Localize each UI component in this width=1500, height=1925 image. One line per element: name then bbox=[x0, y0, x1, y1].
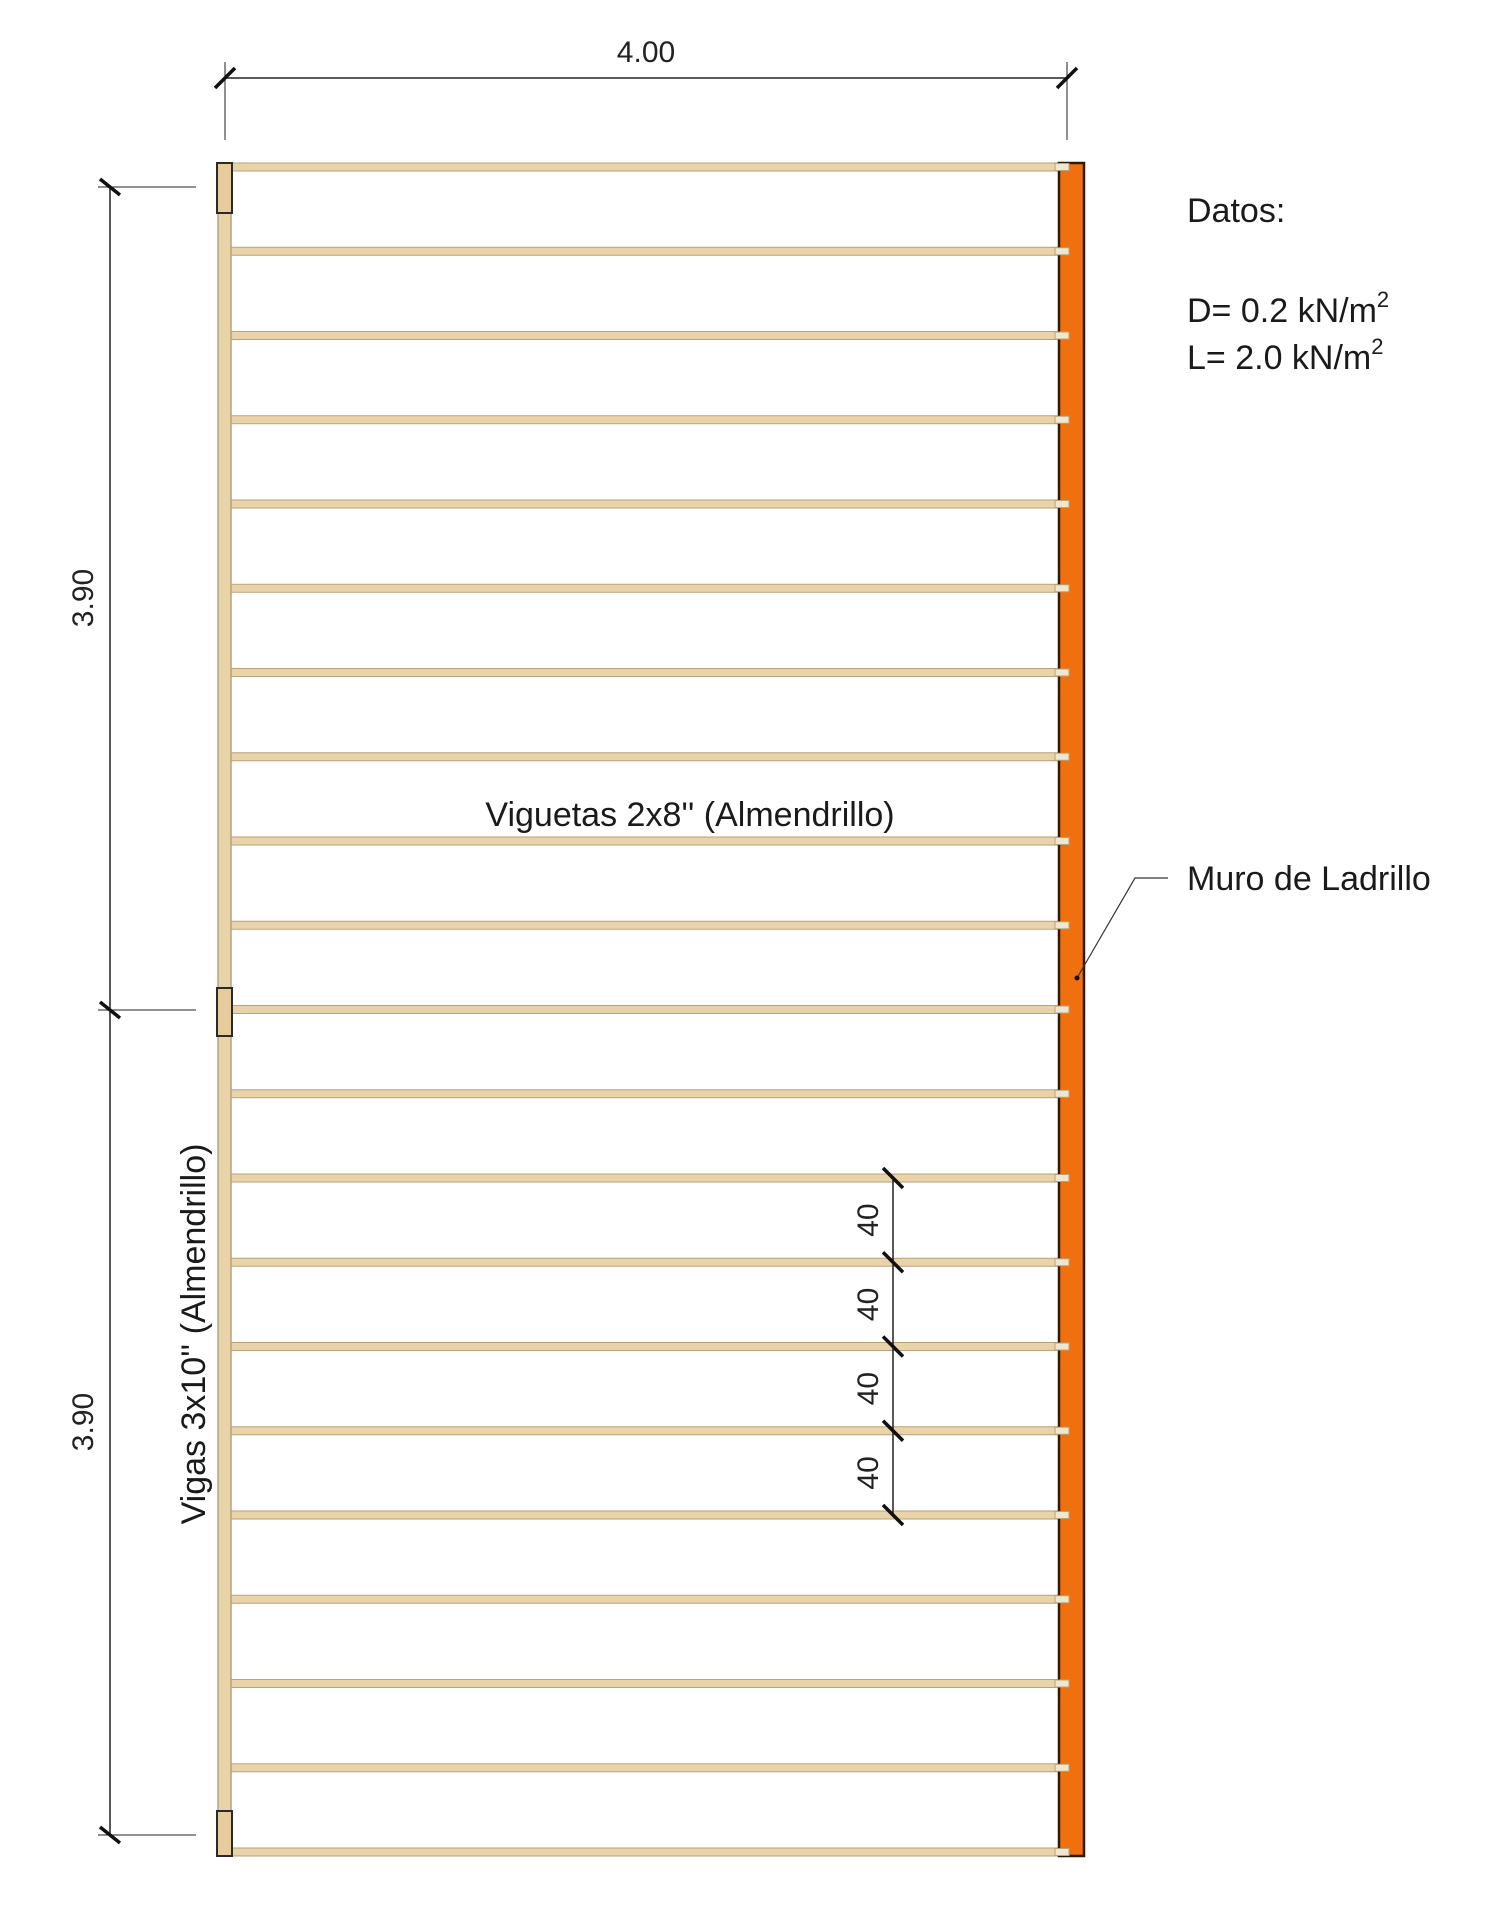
support-middle bbox=[216, 987, 233, 1037]
joist-end bbox=[1054, 1679, 1070, 1688]
joist-end bbox=[1054, 1511, 1070, 1519]
spacing-label: 40 bbox=[852, 1372, 885, 1405]
width-dimension-label: 4.00 bbox=[617, 36, 675, 69]
spacing-tick bbox=[881, 1166, 905, 1190]
joist bbox=[224, 1173, 1064, 1183]
wall-label: Muro de Ladrillo bbox=[1187, 860, 1431, 898]
spacing-label: 40 bbox=[852, 1288, 885, 1321]
joist bbox=[224, 1089, 1064, 1099]
spacing-tick bbox=[881, 1419, 905, 1442]
beams-label: Vigas 3x10'' (Almendrillo) bbox=[175, 1144, 213, 1525]
joist-end bbox=[1054, 163, 1070, 171]
spacing-label: 40 bbox=[852, 1203, 885, 1236]
joist-end bbox=[1054, 584, 1070, 593]
spacing-dimensions: 40 40 40 40 bbox=[852, 1166, 905, 1527]
joist bbox=[224, 1510, 1064, 1520]
joist-end bbox=[1054, 331, 1070, 340]
joist-end bbox=[1054, 1342, 1070, 1351]
joist-end bbox=[1054, 1005, 1070, 1014]
joist bbox=[224, 583, 1064, 593]
joist-end bbox=[1054, 752, 1070, 761]
joist bbox=[224, 1679, 1064, 1688]
joist-end bbox=[1054, 500, 1070, 508]
dead-load-text: D= 0.2 kN/m bbox=[1187, 292, 1377, 330]
span-dimensions: 3.90 3.90 bbox=[67, 177, 196, 1845]
joist-end bbox=[1054, 247, 1070, 256]
support-bottom bbox=[216, 1810, 233, 1857]
joist bbox=[224, 1763, 1064, 1773]
joist-end bbox=[1054, 415, 1070, 424]
live-load: L= 2.0 kN/m2 bbox=[1187, 334, 1384, 377]
supports bbox=[216, 162, 233, 1857]
joist bbox=[224, 1005, 1064, 1014]
live-load-exponent: 2 bbox=[1371, 334, 1383, 359]
joist-end bbox=[1054, 837, 1070, 845]
joists-label: Viguetas 2x8'' (Almendrillo) bbox=[485, 796, 894, 834]
support-top bbox=[216, 162, 233, 214]
joist bbox=[224, 920, 1064, 930]
datos-block: Datos: D= 0.2 kN/m2 L= 2.0 kN/m2 bbox=[1187, 192, 1389, 377]
joists bbox=[224, 162, 1064, 1857]
datos-title: Datos: bbox=[1187, 192, 1285, 230]
joist-end bbox=[1054, 921, 1070, 930]
joist-end bbox=[1054, 1174, 1070, 1182]
joist-end bbox=[1054, 1258, 1070, 1267]
wall-callout: Muro de Ladrillo bbox=[1074, 860, 1431, 981]
joist-end bbox=[1054, 668, 1070, 677]
joist bbox=[224, 162, 1064, 172]
joist-ends bbox=[1054, 163, 1070, 1856]
joist bbox=[224, 752, 1064, 762]
width-dimension: 4.00 bbox=[213, 36, 1079, 140]
joist-end bbox=[1054, 1848, 1070, 1856]
joist-end bbox=[1054, 1426, 1070, 1435]
dead-load-exponent: 2 bbox=[1377, 287, 1389, 312]
spacing-label: 40 bbox=[852, 1456, 885, 1489]
spacing-tick bbox=[881, 1251, 905, 1274]
joist-end bbox=[1054, 1089, 1070, 1098]
joist bbox=[224, 668, 1064, 677]
joist bbox=[224, 836, 1064, 846]
joist-end bbox=[1054, 1595, 1070, 1604]
joist bbox=[224, 499, 1064, 509]
joist bbox=[224, 1426, 1064, 1436]
joist bbox=[224, 1594, 1064, 1604]
dead-load: D= 0.2 kN/m2 bbox=[1187, 287, 1389, 330]
joist bbox=[224, 1257, 1064, 1267]
spacing-tick bbox=[881, 1335, 905, 1358]
live-load-text: L= 2.0 kN/m bbox=[1187, 339, 1371, 377]
joist bbox=[224, 1342, 1064, 1351]
joist bbox=[224, 246, 1064, 256]
joist bbox=[224, 1847, 1064, 1857]
joist bbox=[224, 331, 1064, 340]
span-top-label: 3.90 bbox=[67, 569, 100, 627]
joist-end bbox=[1054, 1763, 1070, 1772]
spacing-tick bbox=[881, 1503, 905, 1527]
span-bottom-label: 3.90 bbox=[67, 1393, 100, 1451]
joist bbox=[224, 415, 1064, 425]
